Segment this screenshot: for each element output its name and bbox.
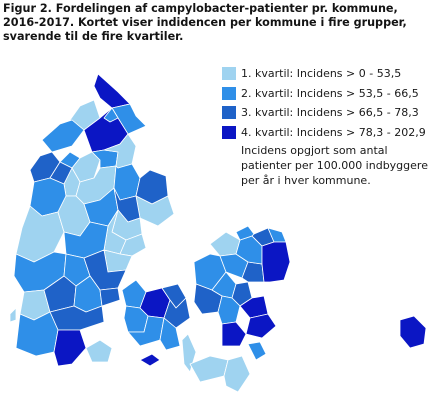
municipality-aabenraa [53,329,87,367]
legend-label-q1: 1. kvartil: Incidens > 0 - 53,5 [241,67,402,80]
municipality-thisted [41,119,85,153]
legend-swatch-q2 [222,86,236,100]
note-line-3: per år i hver kommune. [241,174,371,187]
municipality-svendborg [159,317,181,351]
legend-swatch-q4 [222,125,236,139]
caption-line-1: Figur 2. Fordelingen af campylobacter-pa… [3,2,398,15]
figure-caption: Figur 2. Fordelingen af campylobacter-pa… [3,2,435,44]
legend-item-q1: 1. kvartil: Incidens > 0 - 53,5 [222,66,437,86]
municipality-fredericia [99,287,121,307]
legend-swatch-q3 [222,106,236,119]
note-line-1: Incidens opgjort som antal [241,144,388,157]
municipality-langeland [181,333,197,373]
caption-line-3: svarende til de fire kvartiler. [3,30,184,43]
municipality-lolland [189,355,229,383]
legend-item-q4: 4. kvartil: Incidens > 78,3 - 202,9 [222,125,437,145]
municipality-copenhagen [261,241,291,283]
legend-item-q3: 3. kvartil: Incidens > 66,5 - 78,3 [222,105,437,125]
legend-swatch-q1 [222,67,236,80]
municipality-sonderborg [85,339,113,363]
municipality-aero [139,353,161,367]
municipality-haderslev [49,305,105,331]
legend-note: Incidens opgjort som antal patienter per… [241,143,436,188]
municipality-odder [119,233,147,257]
municipality-brondersley [103,107,119,123]
municipality-hjorring [93,73,131,109]
municipality-odsherred [209,231,241,257]
legend-label-q2: 2. kvartil: Incidens > 53,5 - 66,5 [241,86,419,100]
municipality-vordingborg [221,321,247,347]
municipality-koege [239,295,269,319]
legend-label-q4: 4. kvartil: Incidens > 78,3 - 202,9 [241,125,426,139]
municipality-tonder [15,311,59,357]
municipality-guldborgsund [223,355,251,393]
legend-item-q2: 2. kvartil: Incidens > 53,5 - 66,5 [222,86,437,106]
legend-label-q3: 3. kvartil: Incidens > 66,5 - 78,3 [241,106,419,119]
municipality-mon [247,341,267,361]
municipality-stevns [245,313,277,339]
caption-line-2: 2016-2017. Kortet viser indidencen per k… [3,16,407,29]
municipality-fano [9,307,17,323]
note-line-2: patienter per 100.000 indbyggere [241,159,428,172]
denmark-municipality-map [9,73,427,393]
map-legend: 1. kvartil: Incidens > 0 - 53,5 2. kvart… [222,66,437,144]
municipality-bornholm [399,315,427,349]
